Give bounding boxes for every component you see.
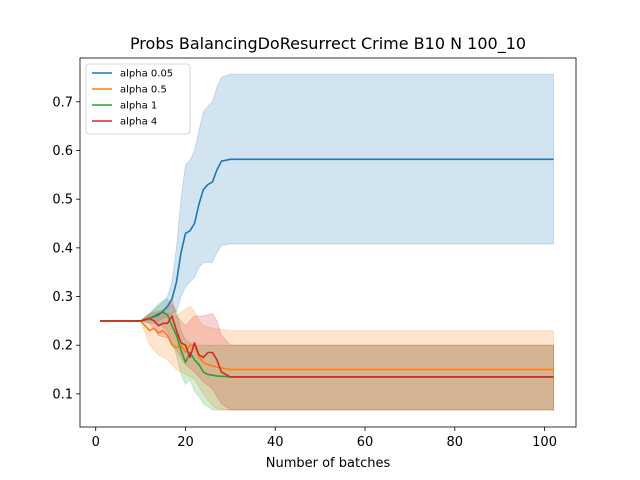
- y-axis-ticks: 0.1 0.2 0.3 0.4 0.5 0.6 0.7: [52, 95, 80, 402]
- band-alpha-0-5: [100, 305, 554, 411]
- legend-label-alpha-0-05: alpha 0.05: [120, 69, 173, 80]
- legend: alpha 0.05 alpha 0.5 alpha 1 alpha 4: [85, 63, 191, 135]
- y-tick-label: 0.5: [52, 193, 73, 208]
- x-tick-label: 100: [532, 435, 557, 450]
- line-alpha-4: [100, 315, 554, 378]
- band-alpha-1: [100, 298, 554, 411]
- y-tick-label: 0.4: [52, 241, 73, 256]
- line-alpha-1: [100, 311, 554, 378]
- plot-area-frame: [79, 57, 577, 428]
- x-tick-label: 40: [267, 435, 284, 450]
- y-tick-label: 0.6: [52, 144, 73, 159]
- y-tick-label: 0.2: [52, 339, 73, 354]
- x-tick-label: 80: [447, 435, 464, 450]
- y-tick-label: 0.3: [52, 290, 73, 305]
- y-tick-label: 0.1: [52, 387, 73, 402]
- line-alpha-0-5: [100, 320, 554, 371]
- legend-box: [85, 63, 191, 135]
- x-axis-ticks: 0 20 40 60 80 100: [92, 427, 557, 450]
- legend-label-alpha-1: alpha 1: [120, 101, 157, 112]
- y-tick-label: 0.7: [52, 95, 73, 110]
- line-alpha-0-05: [100, 158, 554, 322]
- confidence-bands: [100, 73, 554, 411]
- x-tick-label: 0: [92, 435, 100, 450]
- chart-title: Probs BalancingDoResurrect Crime B10 N 1…: [130, 34, 526, 54]
- x-tick-label: 20: [177, 435, 194, 450]
- series-lines: [100, 158, 554, 378]
- x-axis-label: Number of batches: [266, 456, 391, 471]
- legend-label-alpha-4: alpha 4: [120, 117, 157, 128]
- x-tick-label: 60: [357, 435, 374, 450]
- legend-label-alpha-0-5: alpha 0.5: [120, 85, 167, 96]
